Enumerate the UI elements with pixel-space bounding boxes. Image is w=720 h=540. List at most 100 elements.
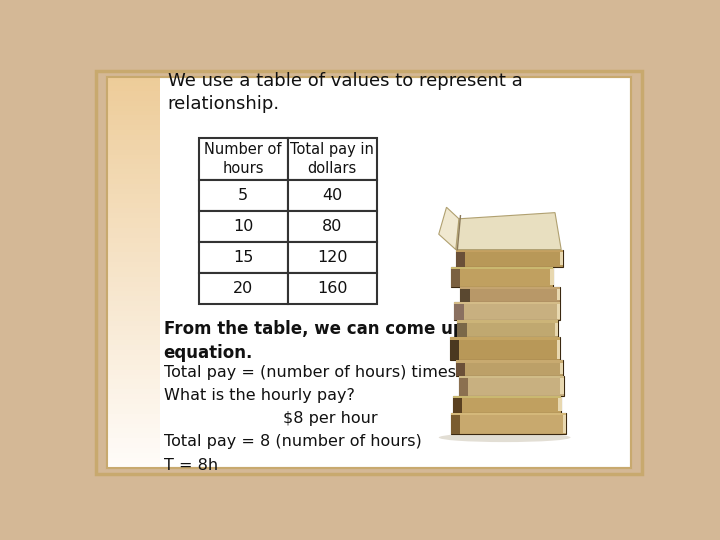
Bar: [451, 413, 566, 434]
Bar: [107, 213, 160, 219]
Bar: [453, 396, 462, 413]
Bar: [107, 106, 160, 111]
Bar: [565, 414, 566, 433]
Bar: [107, 360, 160, 366]
Bar: [107, 389, 160, 395]
Bar: [107, 120, 160, 126]
Text: Total pay in
dollars: Total pay in dollars: [290, 143, 374, 176]
Bar: [107, 252, 160, 258]
Bar: [556, 322, 557, 336]
Bar: [558, 397, 559, 411]
Bar: [558, 339, 559, 359]
Bar: [456, 361, 563, 376]
Bar: [287, 242, 377, 273]
Bar: [107, 154, 160, 160]
Bar: [560, 397, 562, 411]
Bar: [107, 311, 160, 316]
Bar: [107, 116, 160, 121]
Bar: [453, 396, 561, 413]
FancyBboxPatch shape: [107, 77, 631, 468]
Bar: [107, 370, 160, 375]
Bar: [107, 199, 160, 204]
Bar: [550, 268, 552, 285]
Bar: [453, 396, 561, 398]
Bar: [449, 338, 559, 340]
Bar: [457, 320, 558, 338]
Bar: [107, 228, 160, 234]
Bar: [107, 111, 160, 116]
Bar: [561, 362, 562, 374]
Bar: [107, 135, 160, 141]
Bar: [107, 301, 160, 307]
Bar: [107, 409, 160, 415]
Bar: [287, 211, 377, 242]
Bar: [107, 130, 160, 136]
Bar: [557, 288, 558, 300]
Bar: [459, 376, 468, 396]
Bar: [461, 287, 469, 302]
Bar: [461, 287, 559, 289]
Bar: [107, 76, 160, 82]
Bar: [107, 296, 160, 302]
Bar: [451, 413, 566, 415]
Bar: [459, 376, 564, 378]
Bar: [107, 238, 160, 244]
Bar: [107, 208, 160, 214]
Text: 160: 160: [317, 281, 348, 295]
Bar: [560, 377, 562, 394]
Bar: [107, 355, 160, 361]
Bar: [107, 384, 160, 390]
Bar: [107, 423, 160, 429]
Bar: [107, 306, 160, 312]
Bar: [107, 262, 160, 268]
Bar: [451, 267, 554, 287]
Bar: [457, 320, 467, 338]
Bar: [107, 448, 160, 454]
Bar: [555, 322, 556, 336]
Bar: [561, 251, 562, 265]
Bar: [107, 184, 160, 190]
Bar: [287, 273, 377, 303]
Bar: [107, 218, 160, 224]
Text: $8 per hour: $8 per hour: [283, 411, 377, 426]
Bar: [454, 302, 559, 320]
Bar: [107, 414, 160, 420]
Bar: [107, 233, 160, 239]
Bar: [451, 267, 554, 269]
Bar: [451, 267, 461, 287]
Bar: [107, 345, 160, 351]
Text: What is the hourly pay?: What is the hourly pay?: [163, 388, 354, 403]
Bar: [199, 242, 287, 273]
Bar: [107, 267, 160, 273]
Text: 20: 20: [233, 281, 253, 295]
Bar: [564, 414, 565, 433]
Bar: [559, 362, 561, 374]
Bar: [559, 288, 560, 300]
Bar: [107, 145, 160, 151]
Bar: [107, 404, 160, 410]
Bar: [107, 365, 160, 370]
Bar: [107, 458, 160, 463]
Bar: [107, 438, 160, 444]
Bar: [559, 251, 561, 265]
Bar: [107, 443, 160, 449]
Bar: [107, 194, 160, 199]
Bar: [107, 242, 160, 248]
Bar: [107, 179, 160, 185]
Bar: [107, 330, 160, 336]
Bar: [557, 303, 558, 319]
Bar: [107, 272, 160, 278]
Bar: [107, 86, 160, 92]
Bar: [287, 138, 377, 180]
Bar: [459, 376, 564, 396]
Bar: [107, 91, 160, 97]
Text: T = 8h: T = 8h: [163, 457, 217, 472]
Bar: [456, 361, 465, 376]
Bar: [107, 81, 160, 87]
Polygon shape: [438, 207, 459, 249]
Text: Total pay = (number of hours) times (hourly pay): Total pay = (number of hours) times (hou…: [163, 365, 559, 380]
Text: We use a table of values to represent a
relationship.: We use a table of values to represent a …: [168, 72, 522, 113]
Bar: [562, 377, 563, 394]
Bar: [107, 223, 160, 229]
Bar: [456, 249, 563, 267]
